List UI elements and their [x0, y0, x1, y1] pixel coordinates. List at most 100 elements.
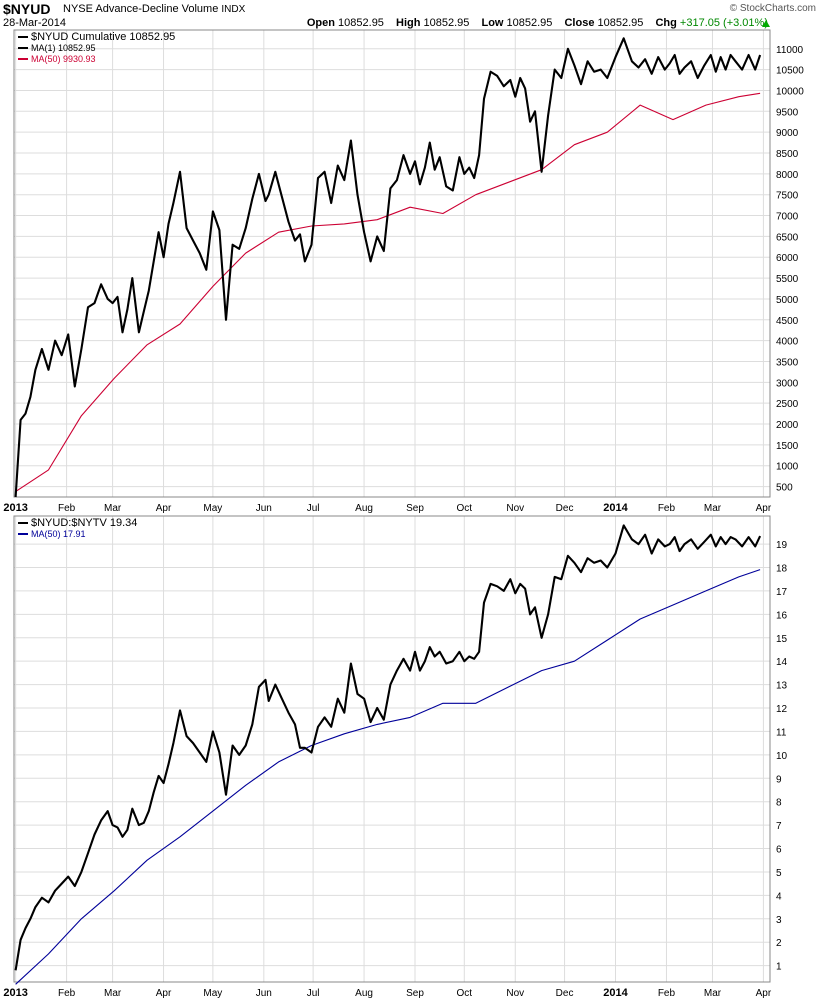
y-tick-label: 8000	[776, 170, 799, 181]
x-tick-label: Feb	[58, 503, 76, 514]
y-tick-label: 6000	[776, 253, 799, 264]
y-tick-label: 4000	[776, 337, 799, 348]
x-tick-label: Nov	[506, 503, 524, 514]
y-tick-label: 500	[776, 483, 793, 494]
x-tick-label: Aug	[355, 503, 373, 514]
x-tick-label: Feb	[658, 988, 676, 999]
y-tick-label: 9000	[776, 128, 799, 139]
x-tick-label: 2013	[3, 987, 27, 999]
y-tick-label: 7000	[776, 212, 799, 223]
x-tick-label: Mar	[104, 988, 122, 999]
y-tick-label: 11	[776, 727, 787, 738]
y-tick-label: 10500	[776, 66, 804, 77]
x-tick-label: Mar	[704, 503, 722, 514]
y-tick-label: 19	[776, 540, 788, 551]
y-tick-label: 3500	[776, 357, 799, 368]
y-tick-label: 10000	[776, 86, 804, 97]
open-label: Open	[306, 17, 335, 29]
y-tick-label: 1500	[776, 441, 799, 452]
x-tick-label: 2014	[603, 502, 628, 514]
x-tick-label: Jul	[307, 503, 320, 514]
x-tick-label: Jul	[307, 988, 320, 999]
y-tick-label: 12	[776, 704, 788, 715]
chart-panel-1: 500 1000 1500 2000 2500 3000 3500 4000 4500 5000 5…	[3, 29, 804, 514]
plot-frame	[13, 515, 771, 983]
y-tick-label: 3	[776, 915, 782, 926]
y-tick-label: 18	[776, 564, 788, 575]
x-tick-label: Oct	[457, 503, 473, 514]
exchange-label: INDX	[221, 4, 246, 15]
chart-date: 28-Mar-2014	[3, 17, 66, 29]
legend-entry: MA(1) 10852.95	[31, 43, 96, 53]
y-tick-label: 13	[776, 681, 788, 692]
plot-frame	[13, 29, 771, 498]
symbol-name: NYSE Advance-Decline Volume INDX	[63, 3, 245, 15]
x-tick-label: Apr	[756, 503, 772, 514]
y-tick-label: 5500	[776, 274, 799, 285]
x-tick-label: 2013	[3, 502, 27, 514]
x-tick-label: Apr	[156, 503, 172, 514]
y-tick-label: 2500	[776, 399, 799, 410]
symbol-title: $NYUD	[3, 1, 51, 17]
x-tick-label: Jun	[256, 503, 272, 514]
x-tick-label: Feb	[58, 988, 76, 999]
y-tick-label: 8500	[776, 149, 799, 160]
y-tick-label: 5000	[776, 295, 799, 306]
y-tick-label: 17	[776, 587, 788, 598]
legend-entry: MA(50) 17.91	[31, 529, 86, 539]
price-stats: Open 10852.95 High 10852.95 Low 10852.95…	[298, 17, 768, 29]
index-name: NYSE Advance-Decline Volume	[63, 3, 219, 15]
legend-entry: MA(50) 9930.93	[31, 54, 96, 64]
low-value: 10852.95	[506, 17, 553, 29]
chart-header: $NYUD NYSE Advance-Decline Volume INDX 2…	[0, 0, 820, 30]
x-tick-label: 2014	[603, 987, 628, 999]
y-tick-label: 6	[776, 845, 782, 856]
y-tick-label: 8	[776, 798, 782, 809]
legend-entry: $NYUD:$NYTV 19.34	[31, 517, 137, 529]
x-tick-label: Jun	[256, 988, 272, 999]
y-tick-label: 3000	[776, 378, 799, 389]
y-tick-label: 2000	[776, 420, 799, 431]
y-tick-label: 1	[776, 962, 782, 973]
y-tick-label: 11000	[776, 45, 804, 56]
y-tick-label: 9	[776, 774, 782, 785]
y-tick-label: 9500	[776, 107, 799, 118]
y-tick-label: 15	[776, 634, 788, 645]
series-line-ma50	[15, 569, 761, 985]
series-line-ma50	[15, 92, 761, 493]
x-tick-label: Dec	[556, 988, 574, 999]
low-label: Low	[481, 17, 504, 29]
x-tick-label: Nov	[506, 988, 524, 999]
y-tick-label: 5	[776, 868, 782, 879]
y-tick-label: 6500	[776, 232, 799, 243]
y-tick-label: 10	[776, 751, 788, 762]
legend-entry: $NYUD Cumulative 10852.95	[31, 31, 175, 43]
stockcharts-logo: © StockCharts.com	[729, 3, 816, 14]
high-label: High	[396, 17, 421, 29]
x-tick-label: Apr	[156, 988, 172, 999]
y-tick-label: 2	[776, 938, 782, 949]
x-tick-label: May	[203, 503, 222, 514]
close-value: 10852.95	[597, 17, 644, 29]
change-value: +317.05 (+3.01%)	[679, 17, 768, 29]
x-tick-label: May	[203, 988, 222, 999]
series-line-price	[14, 524, 762, 971]
y-tick-label: 14	[776, 657, 788, 668]
y-tick-label: 1000	[776, 462, 799, 473]
close-label: Close	[564, 17, 595, 29]
open-value: 10852.95	[338, 17, 384, 29]
high-value: 10852.95	[423, 17, 470, 29]
x-tick-label: Apr	[756, 988, 772, 999]
y-tick-label: 7	[776, 821, 782, 832]
x-tick-label: Mar	[704, 988, 722, 999]
up-arrow-icon	[762, 20, 770, 27]
x-tick-label: Aug	[355, 988, 373, 999]
x-tick-label: Feb	[658, 503, 676, 514]
series-line-price	[14, 37, 762, 498]
x-tick-label: Dec	[556, 503, 574, 514]
y-tick-label: 4	[776, 891, 782, 902]
x-tick-label: Sep	[406, 988, 424, 999]
y-tick-label: 4500	[776, 316, 799, 327]
